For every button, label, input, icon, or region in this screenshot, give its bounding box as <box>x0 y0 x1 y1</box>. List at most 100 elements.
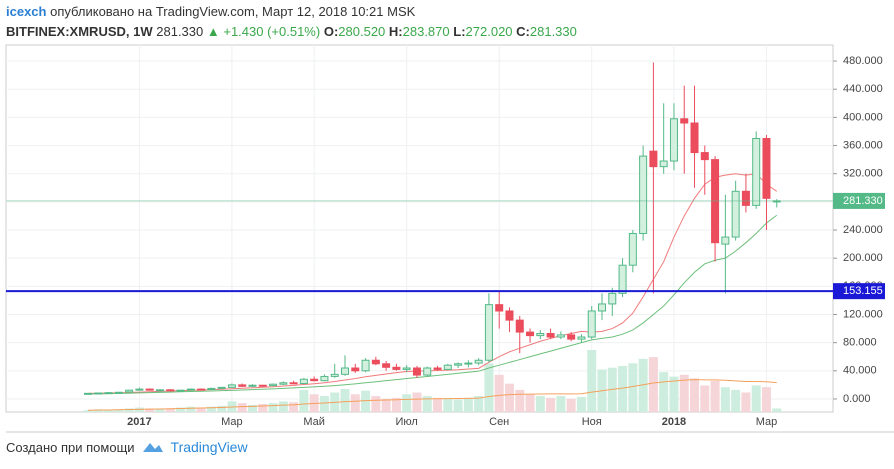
symbol: BITFINEX:XMRUSD, 1W <box>6 24 153 39</box>
candle-body <box>515 319 524 333</box>
brand[interactable]: TradingView <box>170 439 248 455</box>
volume-bar <box>741 392 751 412</box>
ohlc-value: 272.020 <box>465 24 513 39</box>
y-tick-label: 80.000 <box>843 337 877 349</box>
volume-bar <box>247 404 257 412</box>
published: опубликовано на TradingView.com, Март 12… <box>50 4 416 19</box>
volume-bar <box>515 389 525 412</box>
y-tick-label: 200.000 <box>843 252 883 264</box>
candle-body <box>330 373 339 377</box>
ohlc-value: 280.520 <box>338 24 386 39</box>
volume-bar <box>772 408 782 412</box>
candle-body <box>186 388 195 391</box>
candle-body <box>659 160 668 168</box>
volume-bar <box>700 385 710 412</box>
volume-bar <box>186 406 196 412</box>
user[interactable]: icexch <box>6 4 47 19</box>
candle-body <box>567 334 576 340</box>
volume-bar <box>289 402 299 412</box>
candle-body <box>762 137 771 199</box>
candle-body <box>145 388 154 391</box>
volume-bar <box>587 350 597 412</box>
volume-bar <box>720 387 730 412</box>
volume-bar <box>165 408 175 412</box>
candle-body <box>454 363 463 366</box>
candle-body <box>166 389 175 392</box>
candle-body <box>227 384 236 388</box>
volume-bar <box>525 394 535 412</box>
x-tick-label: Мар <box>756 416 778 428</box>
candle-body <box>258 384 267 387</box>
candle-body <box>505 310 514 321</box>
price-label-bg <box>833 283 885 300</box>
candle-body <box>238 384 247 387</box>
x-tick-label: Сен <box>489 416 509 428</box>
volume-bar <box>350 394 360 412</box>
candle-body <box>649 150 658 168</box>
x-tick-label: Июл <box>396 416 418 428</box>
volume-bar <box>761 387 771 412</box>
volume-bar <box>433 397 443 412</box>
volume-bar <box>361 390 371 412</box>
volume-bar <box>237 403 247 412</box>
volume-bar <box>402 394 412 412</box>
y-tick-label: 40.000 <box>843 365 877 377</box>
candle-body <box>125 389 134 393</box>
candle-body <box>618 264 627 294</box>
x-tick-label: Ноя <box>582 416 602 428</box>
volume-bar <box>535 396 545 412</box>
candle-body <box>690 122 699 154</box>
candle-body <box>176 389 185 392</box>
header-line: BITFINEX:XMRUSD, 1W 281.330 ▲ +1.430 (+0… <box>6 22 577 42</box>
logo[interactable] <box>141 439 165 455</box>
volume-bar <box>196 407 206 412</box>
volume-bar <box>618 365 628 412</box>
y-tick-label: 400.000 <box>843 111 883 123</box>
volume-bar <box>494 374 504 412</box>
candle-body <box>94 392 103 395</box>
volume-bar <box>299 389 309 412</box>
candle-body <box>628 233 637 266</box>
candle-body <box>371 359 380 365</box>
candle-body <box>433 367 442 370</box>
candle-body <box>474 359 483 364</box>
candle-body <box>299 378 308 384</box>
candle-body <box>526 331 535 337</box>
candle-body <box>577 336 586 340</box>
volume-bar <box>731 389 741 412</box>
header-line: icexch опубликовано на TradingView.com, … <box>6 2 577 22</box>
ohlc-key: C: <box>516 24 530 39</box>
candle-body <box>412 367 421 376</box>
candle-body <box>587 310 596 338</box>
volume-bar <box>751 385 761 412</box>
ohlc-value: 281.330 <box>529 24 577 39</box>
candle-body <box>464 362 473 365</box>
volume-bar <box>474 396 484 412</box>
volume-bar <box>453 399 463 412</box>
y-tick-label: 320.000 <box>843 168 883 180</box>
footer-text: Создано при помощи <box>6 439 135 455</box>
candle-body <box>289 382 298 385</box>
candle-body <box>556 334 565 338</box>
candle-body <box>114 391 123 394</box>
candle-body <box>392 366 401 370</box>
ma-line <box>87 214 778 395</box>
candle-body <box>608 292 617 305</box>
y-tick-label: 360.000 <box>843 139 883 151</box>
candle-body <box>484 304 493 361</box>
volume-bar <box>145 408 155 412</box>
plot-frame <box>5 44 834 413</box>
x-tick-label: 2018 <box>662 416 686 428</box>
volume-bar <box>576 396 586 412</box>
candle-body <box>279 382 288 385</box>
volume-ma-line <box>87 379 777 411</box>
candle-body <box>402 367 411 370</box>
y-tick-label: 480.000 <box>843 55 883 67</box>
volume-bar <box>319 396 329 412</box>
candle-body <box>546 333 555 338</box>
change: ▲ +1.430 (+0.51%) <box>206 24 321 39</box>
candle-body <box>443 364 452 370</box>
candle-body <box>752 137 761 206</box>
last-price: 281.330 <box>156 24 204 39</box>
candle-body <box>197 388 206 391</box>
